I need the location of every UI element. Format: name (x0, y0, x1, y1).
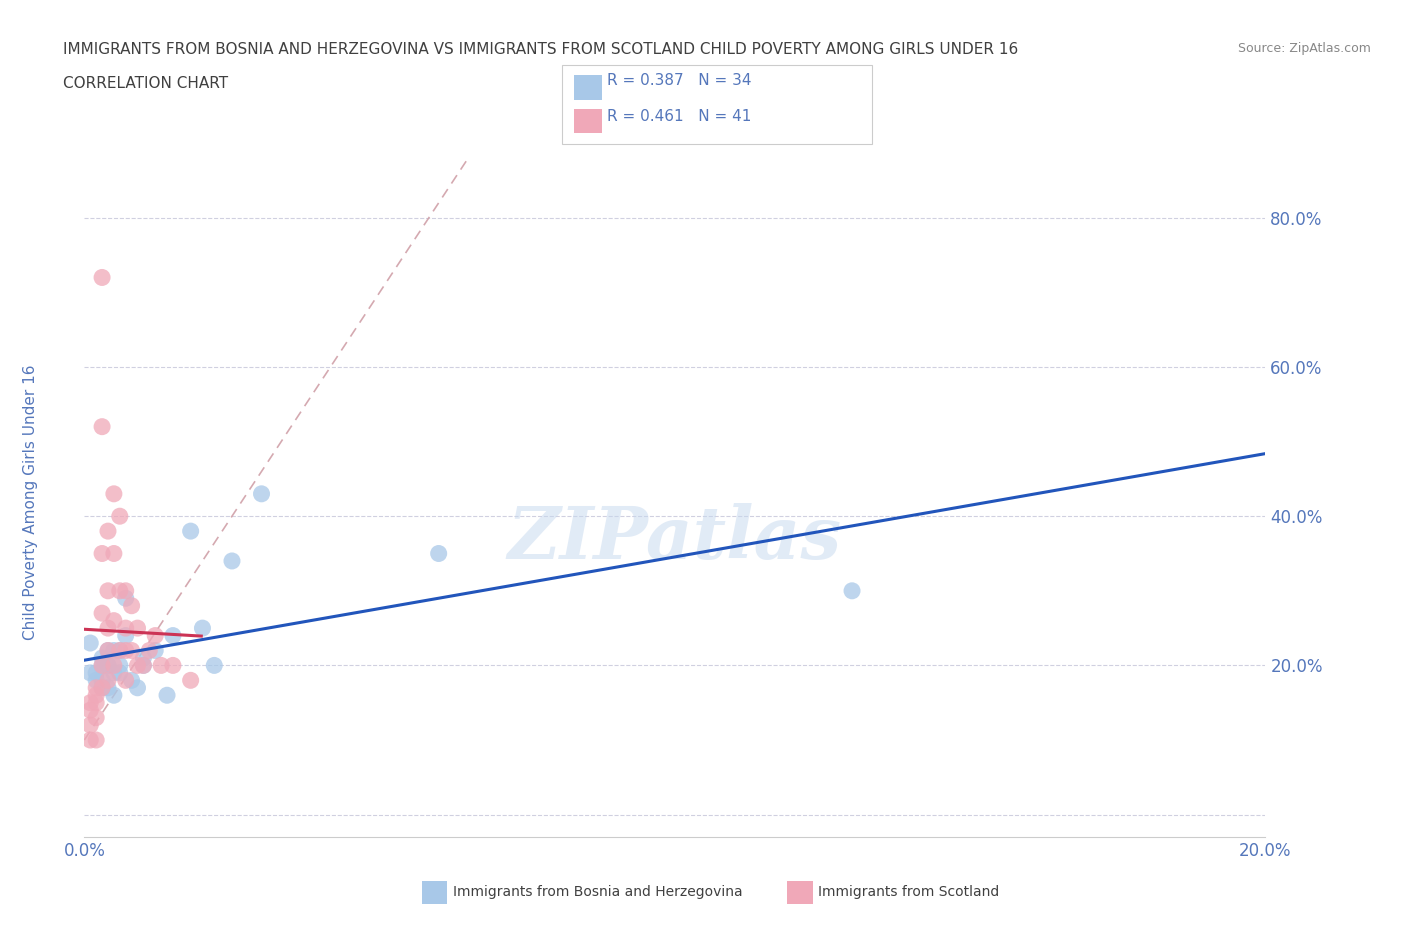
Point (108, 583, 131, 598)
Point (132, 650, 155, 665)
Point (97, 643, 120, 658)
Point (108, 658, 131, 672)
Point (91, 419, 114, 434)
Point (138, 643, 160, 658)
Point (91, 681, 114, 696)
Point (84, 733, 107, 748)
Point (108, 643, 131, 658)
Point (97, 583, 120, 598)
Point (127, 658, 149, 672)
Text: ZIPatlas: ZIPatlas (508, 503, 842, 574)
Point (97, 620, 120, 635)
Point (250, 486, 273, 501)
Point (103, 688, 125, 703)
Point (114, 591, 136, 605)
Text: Child Poverty Among Girls Under 16: Child Poverty Among Girls Under 16 (24, 365, 38, 640)
Point (191, 620, 214, 635)
Point (180, 673, 202, 688)
Point (84, 666, 107, 681)
Point (121, 673, 143, 688)
Point (103, 658, 125, 672)
Text: CORRELATION CHART: CORRELATION CHART (63, 76, 228, 91)
Point (91, 546, 114, 561)
Point (84, 711, 107, 725)
Point (132, 658, 155, 672)
Text: R = 0.387   N = 34: R = 0.387 N = 34 (607, 73, 752, 88)
Point (84, 696, 107, 711)
Point (108, 643, 131, 658)
Point (79, 696, 101, 711)
Point (127, 681, 149, 696)
Point (221, 553, 243, 568)
Point (121, 643, 143, 658)
Point (114, 620, 136, 635)
Point (79, 666, 101, 681)
Point (91, 650, 114, 665)
Text: R = 0.461   N = 41: R = 0.461 N = 41 (607, 109, 752, 124)
Point (103, 643, 125, 658)
Point (84, 688, 107, 703)
Point (84, 681, 107, 696)
Point (143, 628, 166, 643)
Text: Source: ZipAtlas.com: Source: ZipAtlas.com (1237, 42, 1371, 55)
Text: Immigrants from Bosnia and Herzegovina: Immigrants from Bosnia and Herzegovina (453, 884, 742, 899)
Point (97, 658, 120, 672)
Point (103, 546, 125, 561)
Point (150, 658, 173, 672)
Point (162, 628, 184, 643)
Point (103, 613, 125, 628)
Point (114, 643, 136, 658)
Point (91, 673, 114, 688)
Point (202, 658, 225, 672)
Point (97, 681, 120, 696)
Point (97, 524, 120, 538)
Point (143, 643, 166, 658)
Text: IMMIGRANTS FROM BOSNIA AND HERZEGOVINA VS IMMIGRANTS FROM SCOTLAND CHILD POVERTY: IMMIGRANTS FROM BOSNIA AND HERZEGOVINA V… (63, 42, 1018, 57)
Point (132, 658, 155, 672)
Point (79, 635, 101, 650)
Point (121, 598, 143, 613)
Point (97, 643, 120, 658)
Point (91, 605, 114, 620)
Point (841, 583, 863, 598)
Point (114, 628, 136, 643)
Point (91, 658, 114, 672)
Point (180, 524, 202, 538)
Point (84, 673, 107, 688)
Point (127, 620, 149, 635)
Point (103, 486, 125, 501)
Point (79, 733, 101, 748)
Point (91, 658, 114, 672)
Point (108, 509, 131, 524)
Point (108, 666, 131, 681)
Point (91, 681, 114, 696)
Point (427, 546, 450, 561)
Point (97, 658, 120, 672)
Point (91, 270, 114, 285)
Point (156, 688, 179, 703)
Point (114, 673, 136, 688)
Text: Immigrants from Scotland: Immigrants from Scotland (818, 884, 1000, 899)
Point (79, 718, 101, 733)
Point (79, 703, 101, 718)
Point (162, 658, 184, 672)
Point (97, 673, 120, 688)
Point (114, 583, 136, 598)
Point (103, 666, 125, 681)
